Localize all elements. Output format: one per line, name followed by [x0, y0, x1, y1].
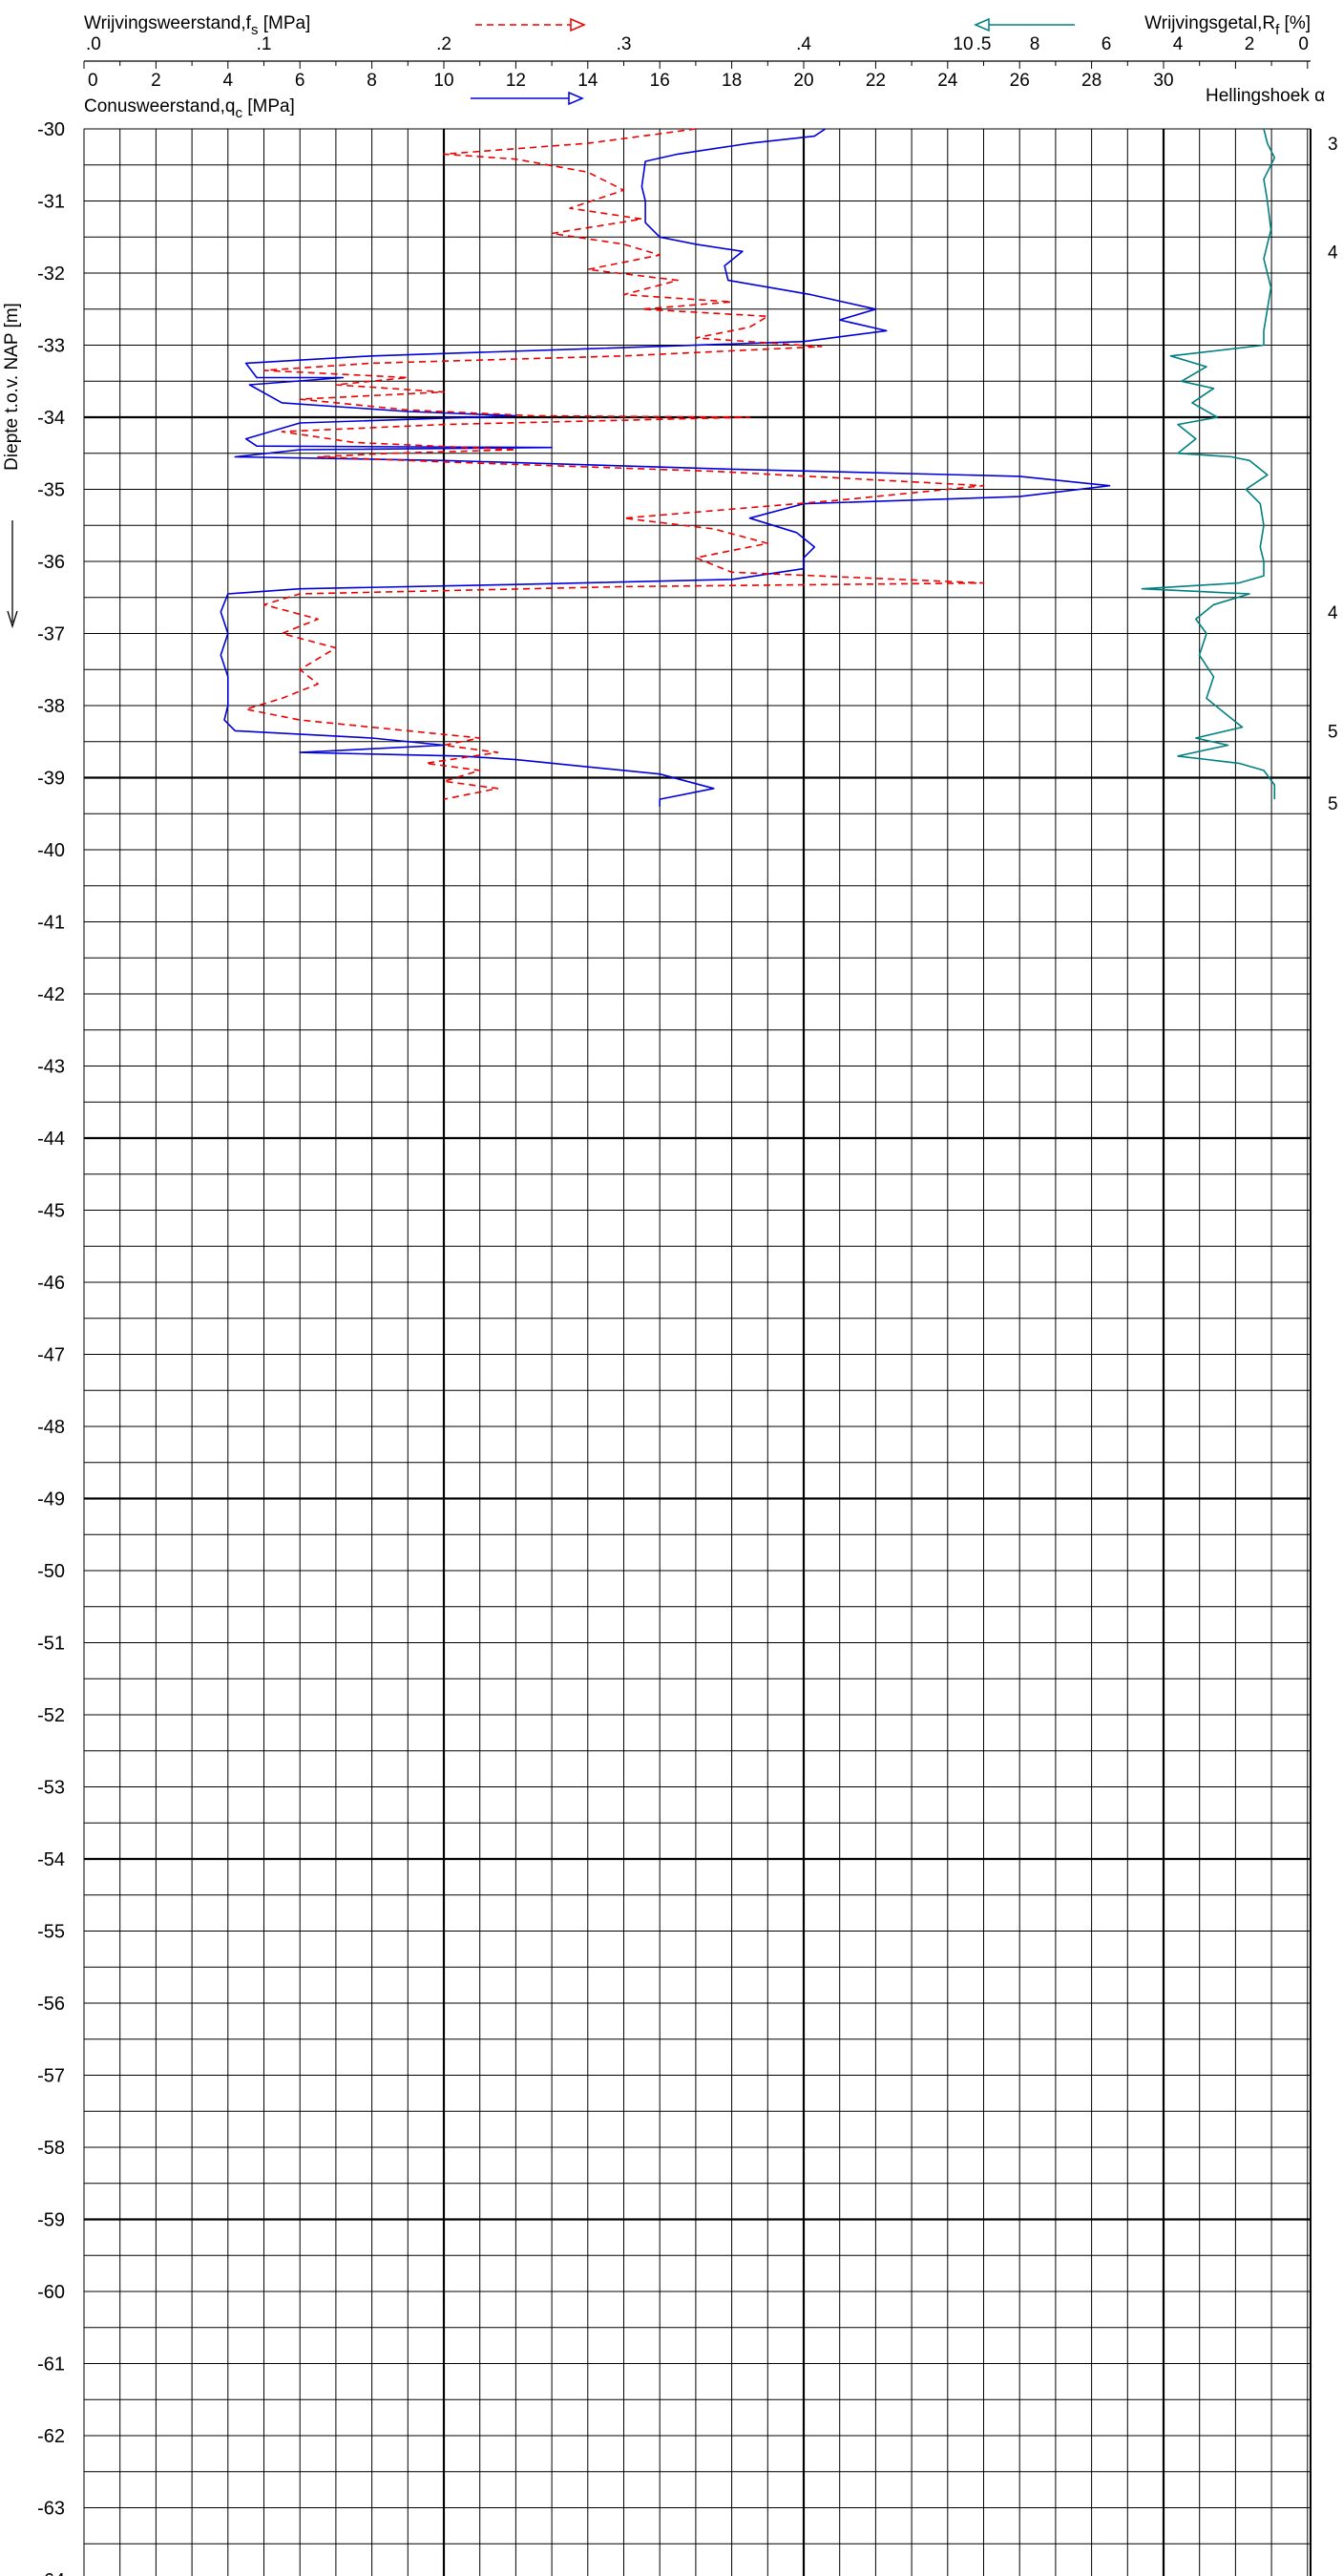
- qc-tick-label: 22: [866, 71, 886, 91]
- depth-tick-label: -36: [37, 552, 65, 573]
- rf-tick-label: 6: [1102, 34, 1112, 54]
- depth-tick-label: -58: [37, 2138, 65, 2159]
- qc-tick-label: 10: [433, 71, 453, 91]
- qc-legend-arrow: [471, 91, 584, 106]
- depth-tick-label: -41: [37, 913, 65, 934]
- rf-tick-label: 0: [1298, 34, 1309, 54]
- series-line-qc: [220, 128, 1111, 807]
- series-line-fs: [244, 128, 985, 800]
- chart-grid: [83, 128, 1312, 2576]
- qc-tick-label: 16: [650, 71, 670, 91]
- chart-header: Wrijvingsweerstand,fs [MPa] Conusweersta…: [83, 13, 1325, 121]
- depth-tick-label: -38: [37, 696, 65, 717]
- fs-tick-label: .1: [257, 34, 272, 54]
- chart-series: [220, 128, 1276, 807]
- series-line-rf: [1141, 128, 1276, 800]
- qc-tick-label: 8: [367, 71, 377, 91]
- depth-tick-label: -40: [37, 840, 65, 861]
- depth-tick-label: -33: [37, 336, 65, 357]
- inclination-value: 5: [1328, 794, 1338, 814]
- depth-tick-label: -59: [37, 2210, 65, 2231]
- y-axis-title: Diepte t.o.v. NAP [m]: [2, 303, 22, 471]
- fs-legend-arrow: [475, 17, 586, 32]
- inclination-value: 4: [1328, 603, 1338, 623]
- depth-tick-label: -56: [37, 1994, 65, 2015]
- qc-tick-label: 12: [506, 71, 526, 91]
- depth-tick-label: -57: [37, 2066, 65, 2087]
- qc-tick-label: 4: [223, 71, 234, 91]
- depth-tick-label: -37: [37, 624, 65, 645]
- inclination-values: 3 4 4 5 5: [1328, 135, 1338, 814]
- depth-tick-label: -60: [37, 2282, 65, 2303]
- depth-tick-label: -52: [37, 1705, 65, 1726]
- depth-tick-label: -42: [37, 984, 65, 1005]
- rf-tick-label: 10: [953, 34, 973, 54]
- fs-tick-label: .5: [976, 34, 992, 54]
- depth-tick-label: -32: [37, 264, 65, 285]
- qc-tick-label: 20: [793, 71, 813, 91]
- depth-tick-label: -54: [37, 1849, 65, 1870]
- depth-tick-label: -35: [37, 480, 65, 501]
- fs-tick-label: .3: [617, 34, 632, 54]
- depth-tick-label: -47: [37, 1345, 65, 1366]
- inclination-value: 4: [1328, 243, 1338, 263]
- depth-tick-label: -55: [37, 1922, 65, 1943]
- fs-tick-label: .4: [796, 34, 811, 54]
- rf-axis-title: Wrijvingsgetal,Rf [%]: [1144, 13, 1311, 38]
- qc-tick-label: 0: [88, 71, 98, 91]
- rf-tick-label: 8: [1030, 34, 1040, 54]
- qc-tick-label: 26: [1010, 71, 1030, 91]
- qc-tick-label: 30: [1153, 71, 1173, 91]
- depth-tick-label: -62: [37, 2426, 65, 2447]
- qc-tick-label: 18: [722, 71, 742, 91]
- depth-tick-label: -39: [37, 769, 65, 790]
- depth-tick-label: -30: [37, 119, 65, 140]
- depth-tick-label: -63: [37, 2499, 65, 2520]
- depth-tick-label: -48: [37, 1417, 65, 1438]
- depth-tick-label: -34: [37, 408, 65, 429]
- inclination-value: 3: [1328, 135, 1338, 155]
- depth-tick-label: -46: [37, 1273, 65, 1294]
- qc-axis-title: Conusweerstand,qc [MPa]: [84, 96, 295, 121]
- depth-tick-label: -49: [37, 1489, 65, 1510]
- depth-tick-label: -50: [37, 1561, 65, 1582]
- qc-tick-label: 28: [1081, 71, 1102, 91]
- fs-tick-label: .0: [86, 34, 101, 54]
- depth-tick-label: -31: [37, 192, 65, 213]
- inclination-value: 5: [1328, 722, 1338, 742]
- fs-tick-label: .2: [436, 34, 451, 54]
- depth-tick-label: -44: [37, 1129, 65, 1150]
- depth-tick-label: -51: [37, 1634, 65, 1655]
- qc-tick-label: 2: [151, 71, 161, 91]
- rf-tick-label: 4: [1173, 34, 1184, 54]
- rf-tick-label: 2: [1245, 34, 1255, 54]
- depth-tick-label: -45: [37, 1201, 65, 1222]
- fs-axis-title: Wrijvingsweerstand,fs [MPa]: [84, 13, 310, 38]
- depth-tick-label: -43: [37, 1057, 65, 1078]
- depth-tick-label: -53: [37, 1778, 65, 1799]
- top-axis: 0 2 4 6 8 10 12 14 16 18 20 22 24 26 28 30.0.1.2.3.4.51…: [83, 34, 1311, 91]
- rf-legend-arrow: [974, 17, 1075, 32]
- depth-tick-label: -64: [37, 2570, 65, 2576]
- inclination-title: Hellingshoek α: [1206, 86, 1325, 106]
- depth-tick-labels: -30 -31 -32 -33 -34 -35 -36 -37 -38 -39 -40 -41 -42 -…: [37, 119, 65, 2576]
- qc-tick-label: 24: [937, 71, 958, 91]
- depth-direction-arrow: [7, 520, 18, 629]
- qc-tick-label: 6: [295, 71, 305, 91]
- depth-tick-label: -61: [37, 2354, 65, 2375]
- qc-tick-label: 14: [577, 71, 598, 91]
